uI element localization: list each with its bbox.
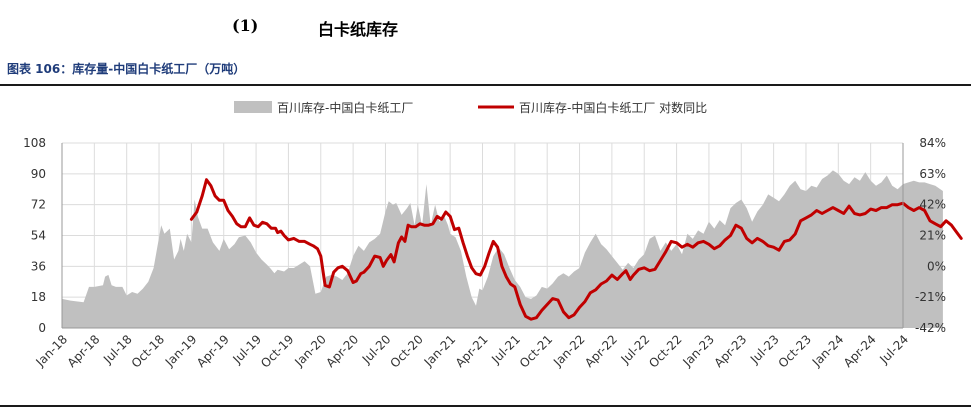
x-axis-tick: Jan-18	[33, 332, 71, 370]
x-axis-tick: Apr-24	[841, 332, 879, 370]
legend-label-line: 百川库存-中国白卡纸工厂 对数同比	[519, 100, 707, 115]
x-axis-tick: Oct-23	[776, 332, 814, 370]
top-divider	[0, 84, 971, 86]
x-axis-tick: Apr-23	[711, 332, 749, 370]
x-axis-tick: Apr-18	[65, 332, 103, 370]
line-series-layer	[189, 178, 963, 321]
left-axis-tick: 18	[31, 290, 46, 304]
section-heading: (1) 白卡纸库存	[0, 10, 971, 40]
x-axis-tick: Apr-21	[453, 332, 491, 370]
right-axis-tick: 0%	[927, 259, 946, 273]
x-axis-tick: Apr-20	[323, 332, 361, 370]
right-axis-tick: 42%	[919, 198, 946, 212]
right-axis-tick: 63%	[919, 167, 946, 181]
left-axis-tick: 72	[31, 198, 46, 212]
right-axis-tick: 21%	[919, 229, 946, 243]
x-axis-tick: Jan-21	[421, 332, 459, 370]
bottom-divider	[0, 405, 971, 407]
legend-label-area: 百川库存-中国白卡纸工厂	[277, 100, 413, 115]
x-axis-tick: Jan-24	[809, 332, 847, 370]
left-axis-tick: 108	[23, 136, 46, 150]
x-axis-tick: Oct-21	[517, 332, 555, 370]
x-axis-tick: Oct-18	[129, 332, 167, 370]
x-axis-tick: Jan-19	[162, 332, 200, 370]
left-axis-tick: 90	[31, 167, 46, 181]
right-axis-tick: -21%	[915, 290, 946, 304]
x-axis-tick: Jan-22	[550, 332, 588, 370]
left-axis-tick: 0	[38, 321, 46, 335]
right-axis-tick: 84%	[919, 136, 946, 150]
section-title: 白卡纸库存	[318, 20, 399, 39]
legend: 百川库存-中国白卡纸工厂 百川库存-中国白卡纸工厂 对数同比	[234, 100, 707, 115]
right-axis-tick: -42%	[915, 321, 946, 335]
legend-swatch-area	[234, 101, 272, 113]
left-axis-tick: 54	[31, 229, 46, 243]
x-axis-tick: Apr-19	[194, 332, 232, 370]
x-axis-tick: Apr-22	[582, 332, 620, 370]
x-axis-tick: Oct-20	[387, 332, 425, 370]
series-area-inventory	[62, 170, 943, 328]
left-axis-tick: 36	[31, 259, 46, 273]
section-number: (1)	[232, 16, 259, 35]
figure-title: 图表 106：库存量-中国白卡纸工厂（万吨）	[7, 62, 246, 76]
x-axis-tick: Oct-19	[258, 332, 296, 370]
area-series-layer	[62, 170, 943, 328]
series-line-yoy	[189, 178, 963, 321]
x-axis-tick: Jul-24	[876, 332, 911, 367]
x-axis-tick: Jan-23	[679, 332, 717, 370]
x-axis-tick: Oct-22	[646, 332, 684, 370]
x-axis-tick: Jan-20	[291, 332, 329, 370]
